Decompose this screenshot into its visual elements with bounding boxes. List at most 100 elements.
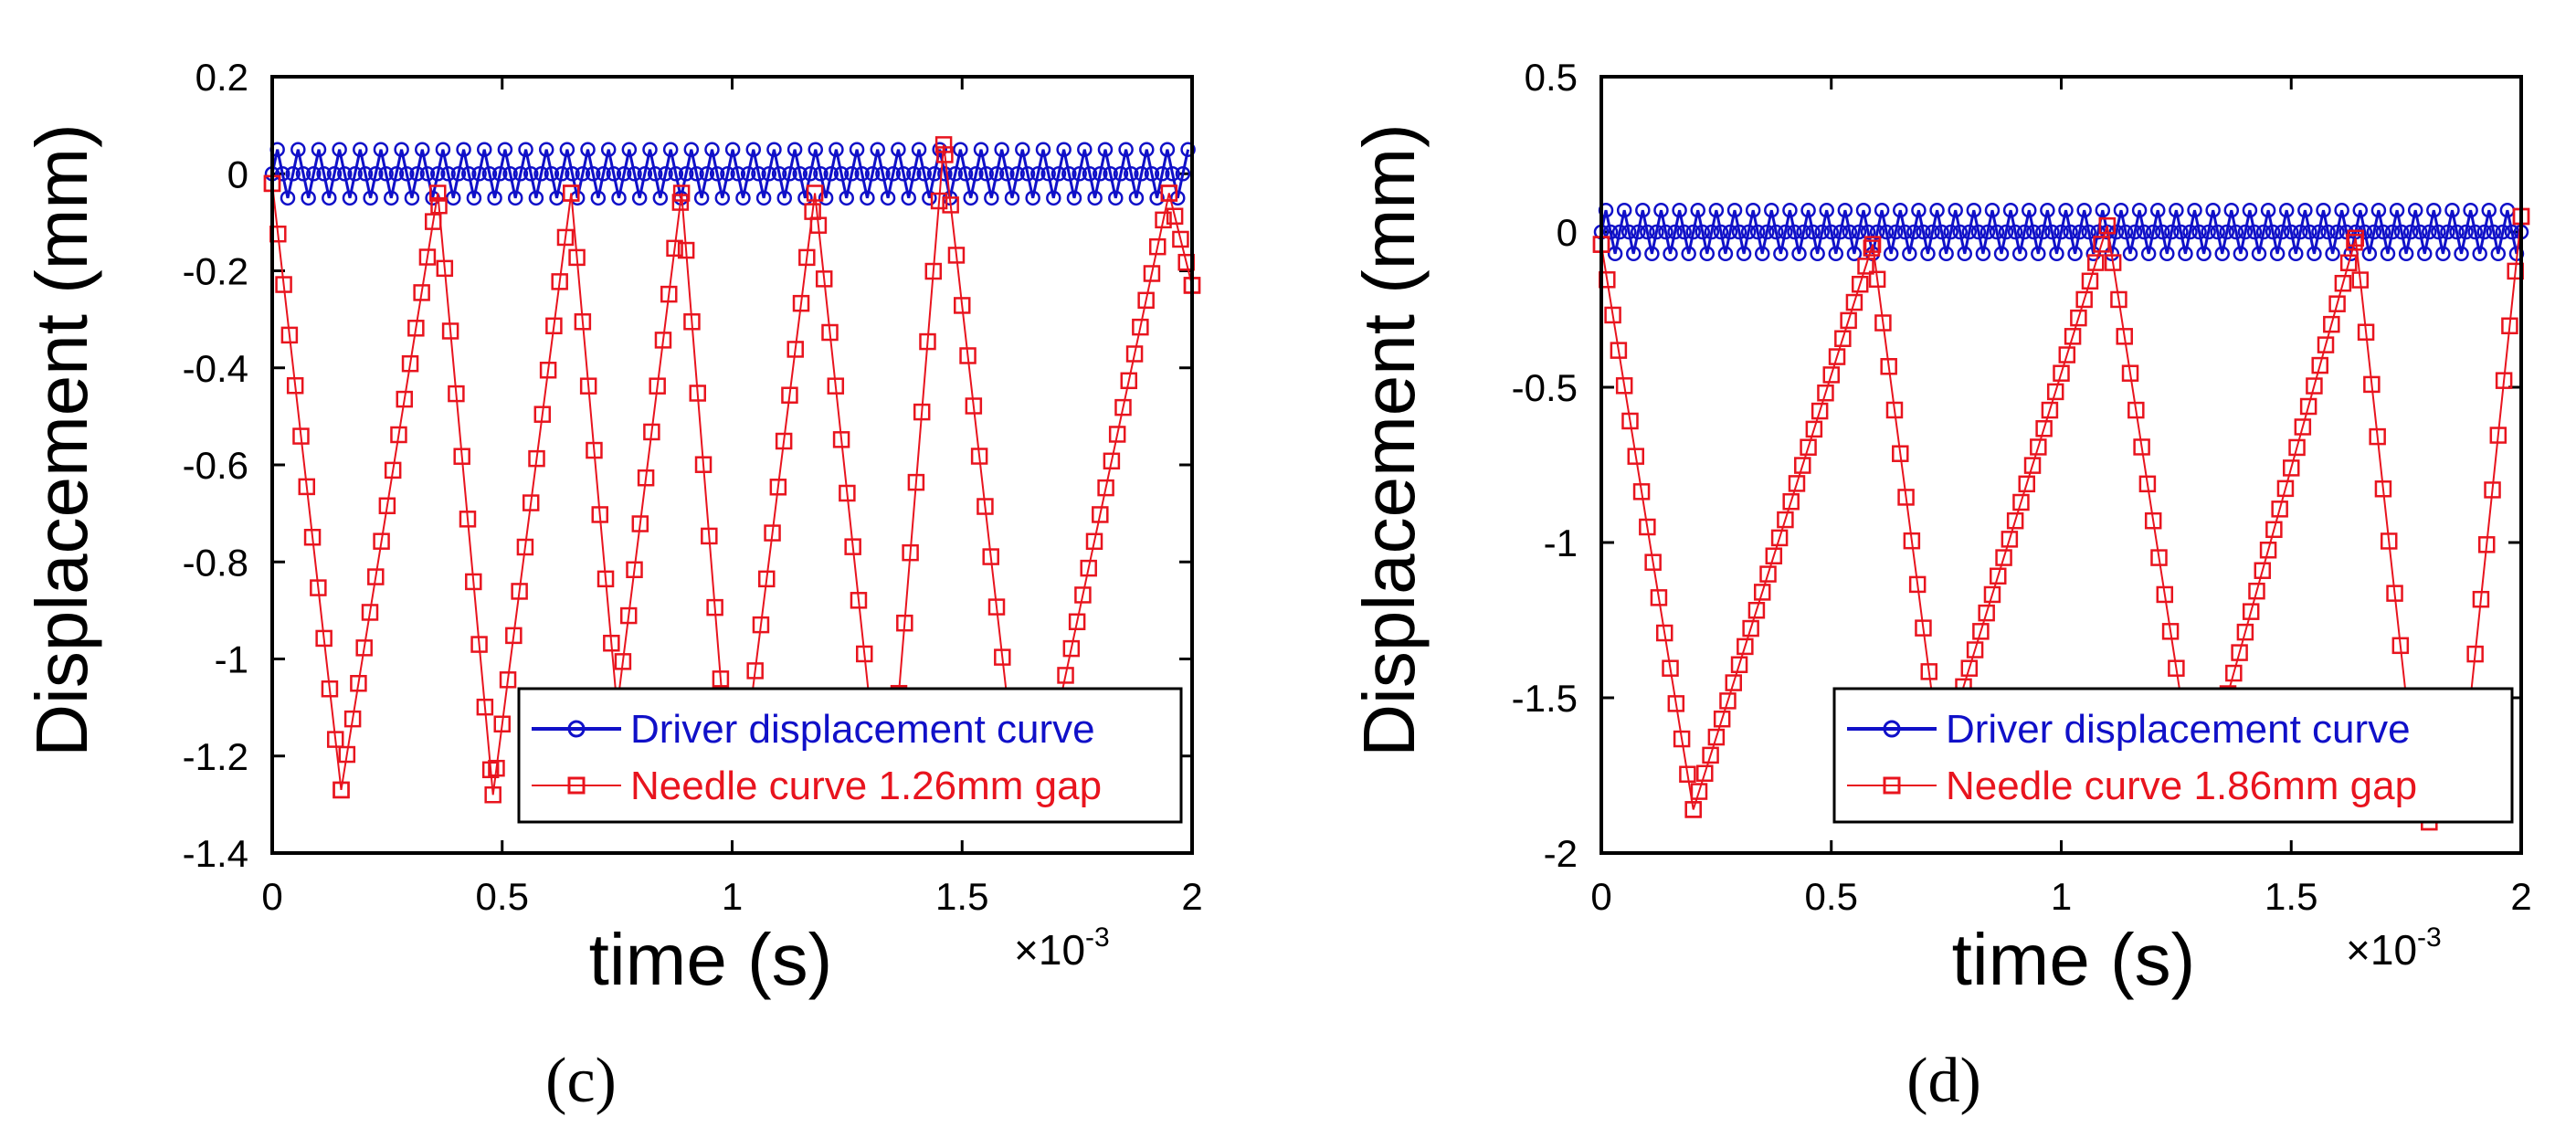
data-point [1066, 190, 1082, 206]
data-point [2278, 202, 2295, 218]
y-tick-label: -1.5 [1512, 677, 1578, 720]
data-point [280, 190, 296, 206]
data-point [1990, 567, 2007, 585]
data-point [1834, 330, 1852, 347]
data-point [511, 583, 528, 600]
y-tick-label: -0.2 [183, 250, 248, 293]
data-point [792, 166, 808, 182]
data-point [809, 216, 828, 234]
data-point [2339, 254, 2358, 272]
data-point [802, 166, 818, 182]
data-point [586, 441, 603, 459]
data-point [470, 636, 488, 653]
data-point [1845, 293, 1863, 311]
data-point [1068, 613, 1086, 631]
data-point [1897, 489, 1915, 506]
data-point [2136, 224, 2152, 240]
data-point [806, 184, 824, 202]
data-point [606, 166, 622, 182]
legend-marker-driver-d [1883, 720, 1901, 738]
data-point [2187, 202, 2202, 218]
data-point [1108, 190, 1124, 206]
legend-label-needle-c: Needle curve 1.26mm gap [630, 764, 1102, 808]
legend-marker-driver-c [567, 720, 586, 738]
data-point [965, 397, 983, 415]
data-point [2155, 224, 2170, 240]
data-point [1966, 202, 1982, 218]
data-point [471, 166, 487, 182]
data-point [730, 166, 746, 182]
data-point [1062, 639, 1081, 658]
data-point [1057, 667, 1074, 684]
data-point [1966, 641, 1984, 659]
data-point [2150, 549, 2168, 566]
data-point [934, 136, 953, 153]
data-point [683, 313, 701, 331]
data-point [326, 166, 343, 182]
data-point [652, 190, 669, 206]
data-point [580, 142, 596, 157]
data-point [1602, 224, 1619, 240]
data-point [2366, 224, 2382, 240]
data-point [776, 190, 793, 206]
data-point [292, 427, 310, 445]
series-driver-c [264, 142, 1196, 206]
data-point [528, 449, 545, 468]
data-point [1713, 710, 1731, 728]
data-point [761, 166, 777, 182]
data-point [930, 192, 948, 210]
data-point [2466, 645, 2484, 663]
data-point [1082, 166, 1098, 182]
data-point [373, 142, 389, 157]
legend-label-driver-d: Driver displacement curve [1946, 707, 2411, 752]
data-point [740, 166, 756, 182]
data-point [1074, 586, 1092, 604]
data-point [1777, 511, 1794, 529]
data-point [2067, 246, 2083, 262]
data-point [357, 166, 374, 182]
data-point [1893, 202, 1908, 218]
data-point [1108, 426, 1126, 443]
data-point [2299, 397, 2317, 416]
data-point [771, 166, 787, 182]
data-point [559, 142, 575, 157]
data-point [497, 142, 513, 157]
data-point [787, 341, 804, 358]
data-point [1810, 246, 1825, 262]
data-point [815, 270, 833, 288]
data-point [310, 579, 327, 596]
data-point [2297, 202, 2313, 218]
data-point [603, 634, 620, 652]
data-point [626, 561, 643, 579]
data-point [2302, 224, 2317, 240]
data-point [1655, 624, 1673, 642]
data-point [1832, 224, 1849, 240]
data-point [2334, 202, 2349, 218]
data-point [2458, 224, 2474, 240]
data-point [1621, 412, 1639, 430]
data-point [554, 166, 570, 182]
data-point [1778, 224, 1793, 240]
data-point [476, 698, 494, 716]
data-point [798, 248, 816, 267]
data-point [2058, 202, 2074, 218]
data-point [963, 190, 978, 206]
data-point [1887, 224, 1904, 240]
data-point [2476, 224, 2492, 240]
data-point [453, 448, 470, 465]
data-point [839, 190, 854, 206]
data-point [596, 570, 615, 588]
data-point [1823, 224, 1839, 240]
data-point [1822, 366, 1840, 384]
data-point [2049, 246, 2064, 262]
data-point [2138, 475, 2157, 493]
data-point [1874, 202, 1890, 218]
data-point [813, 166, 829, 182]
data-point [2237, 224, 2254, 240]
data-point [1625, 246, 1642, 262]
data-point [782, 166, 797, 182]
data-point [2398, 246, 2414, 262]
data-point [936, 146, 954, 163]
data-point [2329, 224, 2345, 240]
y-tick-label: 0 [227, 153, 248, 195]
